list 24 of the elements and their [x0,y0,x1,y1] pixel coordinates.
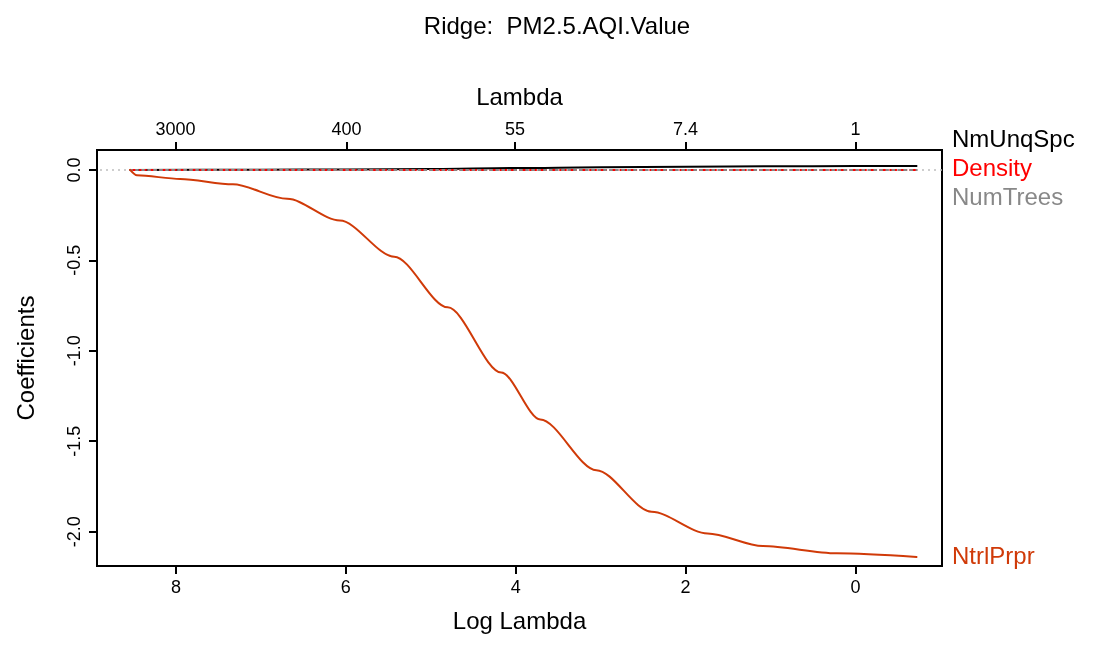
x-tick-label: 8 [170,577,181,597]
y-tick-label: -1.5 [64,425,84,457]
series-label: NumTrees [952,183,1064,211]
chart-title: Ridge: PM2.5.AQI.Value [423,11,691,39]
x-tick-label: 4 [510,577,521,597]
y-tick-label: -0.5 [64,244,84,276]
series-label: NmUnqSpc [952,125,1075,153]
series-label: Density [952,154,1033,182]
x2-axis-title: Lambda [476,82,564,110]
x-tick-label: 6 [340,577,351,597]
x2-tick-label: 400 [331,119,362,139]
x-axis-title: Log Lambda [452,606,587,634]
x2-tick-label: 3000 [155,119,196,139]
y-axis-title: Coefficients [11,295,39,421]
x-tick-label: 0 [850,577,861,597]
x2-tick-label: 55 [505,119,526,139]
x2-tick-label: 7.4 [672,119,698,139]
y-tick-label: -1.0 [64,335,84,367]
x-tick-label: 2 [680,577,691,597]
line-series [129,168,918,558]
y-tick-label: -2.0 [64,516,84,548]
series-label: NtrlPrpr [952,542,1035,570]
y-tick-label: 0.0 [64,157,84,183]
x2-tick-label: 1 [850,119,861,139]
